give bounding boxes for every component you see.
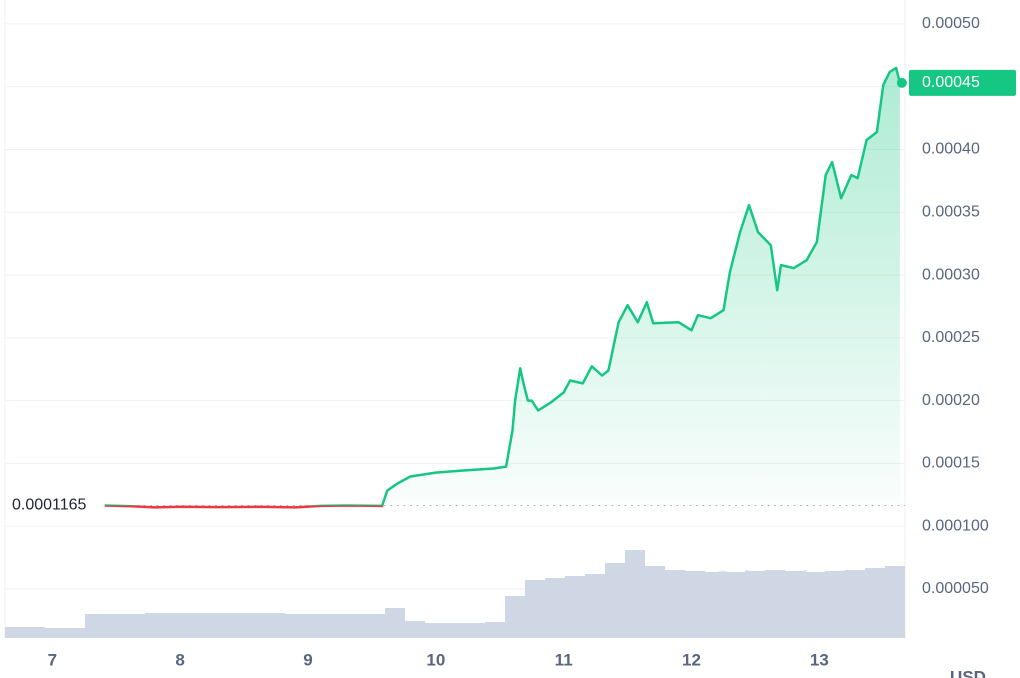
volume-bar [365, 614, 385, 638]
x-tick-label: 12 [682, 650, 701, 669]
volume-bar [165, 613, 185, 638]
volume-bar [305, 614, 325, 638]
x-tick-label: 13 [810, 650, 829, 669]
volume-bar [25, 627, 45, 638]
volume-bar [785, 571, 805, 638]
volume-bar [45, 628, 65, 638]
volume-bar [245, 613, 265, 638]
y-tick-label: 0.00020 [922, 392, 980, 409]
volume-bar [385, 608, 405, 638]
y-tick-label: 0.00050 [922, 15, 980, 32]
volume-bar [225, 613, 245, 638]
volume-bar [845, 570, 865, 638]
price-area [104, 67, 900, 506]
volume-bar [525, 580, 545, 638]
y-tick-label: 0.000100 [922, 517, 989, 534]
volume-bar [665, 570, 685, 638]
volume-bar [765, 570, 785, 638]
volume-bar [605, 563, 625, 638]
volume-bar [545, 578, 565, 638]
current-dot [896, 77, 907, 88]
volume-bar [325, 614, 345, 638]
volume-bar [285, 614, 305, 638]
volume-bar [205, 613, 225, 638]
volume-bar [125, 614, 145, 638]
volume-bar [65, 628, 85, 638]
current-price-label: 0.00045 [922, 74, 980, 91]
volume-bar [5, 627, 25, 638]
volume-bar [445, 623, 465, 638]
y-tick-label: 0.00040 [922, 141, 980, 158]
currency-label: USD [950, 667, 986, 678]
volume-bar [145, 613, 165, 638]
x-tick-label: 9 [303, 650, 312, 669]
volume-bar [645, 566, 665, 638]
y-tick-label: 0.000050 [922, 580, 989, 597]
volume-bar [265, 613, 285, 638]
y-tick-label: 0.00025 [922, 329, 980, 346]
volume-bar [805, 572, 825, 638]
current-price-badge [909, 69, 1016, 96]
reference-label: 0.0001165 [12, 497, 87, 514]
volume-bar [505, 596, 525, 638]
x-tick-label: 11 [555, 650, 573, 669]
volume-bar [685, 571, 705, 638]
volume-bar [105, 614, 125, 638]
volume-bar [585, 574, 605, 638]
volume-bar [565, 576, 585, 638]
y-tick-label: 0.00015 [922, 455, 980, 472]
volume-bar [745, 571, 765, 638]
volume-bar [425, 623, 445, 638]
y-tick-label: 0.00035 [922, 203, 980, 220]
volume-bar [865, 568, 885, 638]
y-tick-label: 0.00030 [922, 266, 980, 283]
volume-bar [885, 566, 905, 638]
x-tick-label: 8 [175, 650, 184, 669]
volume-bar [345, 614, 365, 638]
volume-bar [725, 572, 745, 638]
volume-bar [485, 622, 505, 638]
volume-bar [625, 550, 645, 638]
x-tick-label: 10 [426, 650, 445, 669]
volume-bar [825, 571, 845, 638]
volume-bar [465, 623, 485, 638]
volume-bar [185, 613, 205, 638]
volume-bar [405, 621, 425, 638]
price-line [104, 66, 902, 506]
volume-bar [85, 614, 105, 638]
volume-bar [705, 572, 725, 638]
x-tick-label: 7 [48, 650, 57, 669]
